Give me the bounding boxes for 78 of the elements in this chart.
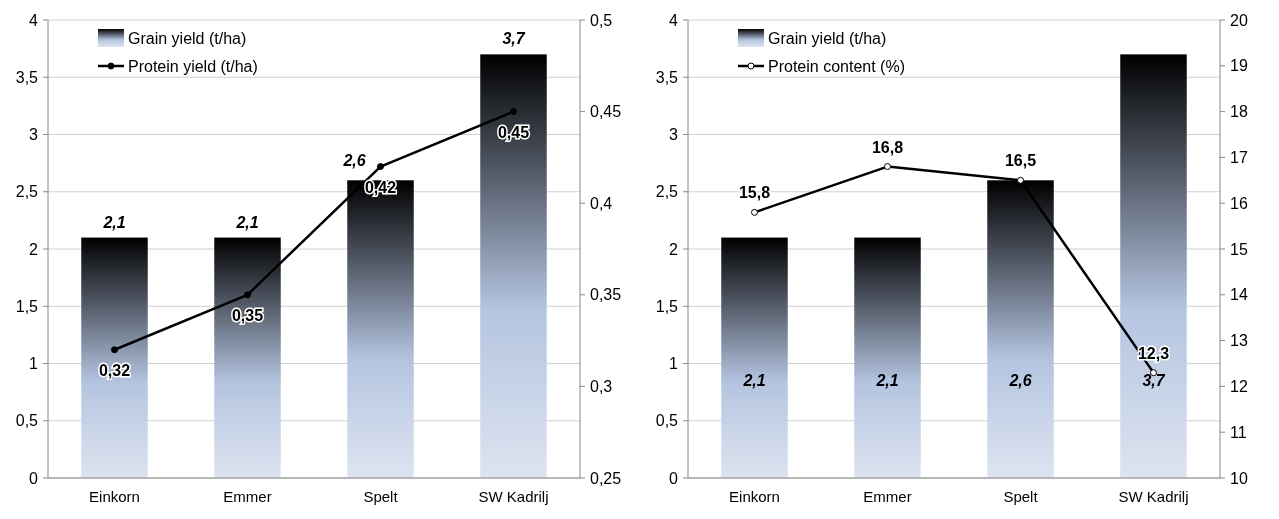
bar xyxy=(987,180,1054,478)
data-label: 3,7 xyxy=(1142,372,1166,390)
data-label: 2,1 xyxy=(742,372,766,390)
x-tick-label: Einkorn xyxy=(729,488,780,505)
point xyxy=(244,291,251,299)
x-tick-label: Einkorn xyxy=(89,488,140,505)
legend-label: Grain yield (t/ha) xyxy=(128,29,247,47)
y2-tick-label: 20 xyxy=(1230,11,1248,29)
y2-tick-label: 18 xyxy=(1230,103,1248,121)
y-tick-label: 0,5 xyxy=(15,412,39,430)
y-tick-label: 4 xyxy=(669,11,679,29)
data-label: 15,8 xyxy=(738,184,771,202)
y2-tick-label: 0,3 xyxy=(590,378,613,395)
y-tick-label: 3 xyxy=(29,126,39,144)
data-label: 0,42 xyxy=(364,178,397,196)
y-tick-label: 1,5 xyxy=(655,297,679,315)
y2-tick-label: 0,35 xyxy=(590,286,622,304)
y-tick-label: 4 xyxy=(29,11,39,29)
y2-tick-label: 10 xyxy=(1230,469,1248,487)
x-tick-label: SW Kadrilj xyxy=(478,488,549,505)
data-label: 0,32 xyxy=(98,361,131,379)
point xyxy=(884,163,891,171)
data-label: 3,7 xyxy=(502,30,526,48)
y2-tick-label: 0,25 xyxy=(590,469,622,487)
y-tick-label: 0 xyxy=(29,469,39,487)
y2-tick-label: 15 xyxy=(1230,240,1248,258)
y2-tick-label: 16 xyxy=(1230,194,1248,212)
bar xyxy=(214,237,281,478)
point xyxy=(1017,176,1024,184)
point xyxy=(377,163,384,171)
data-label: 2,6 xyxy=(342,152,366,170)
y-tick-label: 3 xyxy=(669,126,679,144)
y2-tick-label: 0,4 xyxy=(590,194,613,212)
data-label: 2,1 xyxy=(235,213,259,231)
x-tick-label: SW Kadrilj xyxy=(1118,488,1189,505)
legend-label: Grain yield (t/ha) xyxy=(768,29,887,47)
y-tick-label: 1,5 xyxy=(15,297,39,315)
y2-tick-label: 0,45 xyxy=(590,103,622,121)
x-tick-label: Spelt xyxy=(1003,488,1039,505)
y-tick-label: 1 xyxy=(669,355,679,373)
data-label: 2,1 xyxy=(102,213,126,231)
y-tick-label: 2,5 xyxy=(15,183,39,201)
y-tick-label: 2 xyxy=(669,240,679,258)
bar xyxy=(480,54,547,478)
x-tick-label: Emmer xyxy=(223,488,272,505)
data-label: 2,6 xyxy=(1008,372,1032,390)
bar xyxy=(721,237,788,478)
y-tick-label: 0,5 xyxy=(655,412,679,430)
y2-tick-label: 13 xyxy=(1230,332,1248,350)
bar xyxy=(1120,54,1187,478)
data-label: 16,5 xyxy=(1004,152,1037,170)
y2-tick-label: 17 xyxy=(1230,149,1248,166)
data-label: 12,3 xyxy=(1137,344,1170,362)
legend-label: Protein content (%) xyxy=(768,57,905,75)
data-label: 0,35 xyxy=(231,306,264,324)
y-tick-label: 0 xyxy=(669,469,679,487)
y-tick-label: 1 xyxy=(29,355,39,373)
bar xyxy=(854,237,921,478)
y-tick-label: 2 xyxy=(29,240,39,258)
point xyxy=(510,108,517,116)
y2-tick-label: 19 xyxy=(1230,57,1248,75)
y-tick-label: 3,5 xyxy=(15,68,39,86)
y-tick-label: 2,5 xyxy=(655,183,679,201)
data-label: 16,8 xyxy=(871,138,904,156)
bar xyxy=(347,180,414,478)
y2-tick-label: 12 xyxy=(1230,378,1248,395)
point xyxy=(111,346,118,354)
y2-tick-label: 14 xyxy=(1230,286,1248,304)
point xyxy=(751,208,758,216)
data-label: 2,1 xyxy=(875,372,899,390)
y2-tick-label: 11 xyxy=(1230,423,1247,441)
y2-tick-label: 0,5 xyxy=(590,11,613,29)
x-tick-label: Emmer xyxy=(863,488,912,505)
x-tick-label: Spelt xyxy=(363,488,399,505)
y-tick-label: 3,5 xyxy=(655,68,679,86)
legend-label: Protein yield (t/ha) xyxy=(128,57,258,75)
bar xyxy=(81,237,148,478)
data-label: 0,45 xyxy=(497,123,530,141)
